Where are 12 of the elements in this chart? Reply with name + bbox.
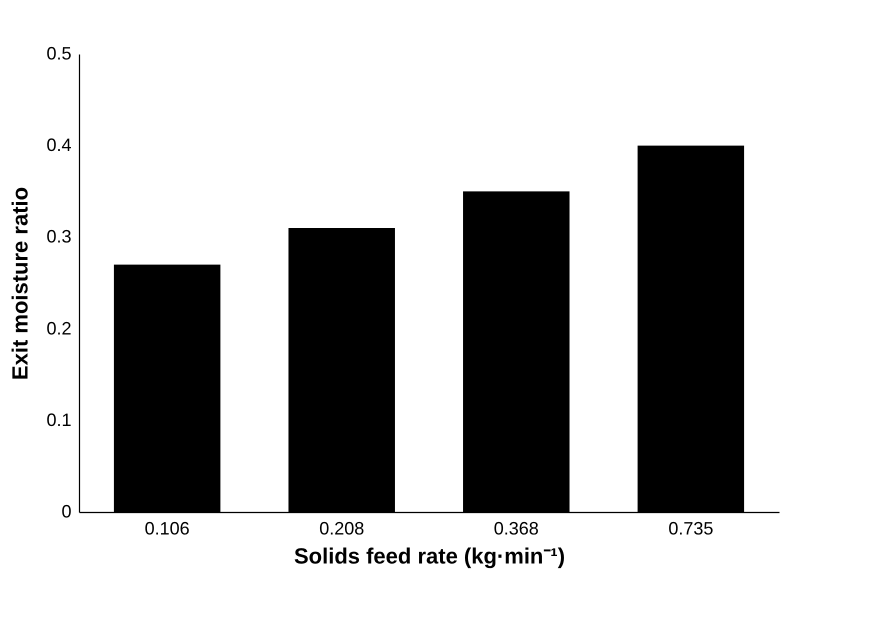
y-tick-label: 0.1 — [46, 410, 72, 430]
y-tick-label: 0 — [61, 502, 72, 522]
y-tick-label: 0.2 — [46, 318, 72, 338]
x-axis-title: Solids feed rate (kg·min⁻¹) — [294, 544, 566, 568]
y-tick-label: 0.3 — [46, 226, 72, 247]
x-tick-label: 0.106 — [144, 518, 190, 538]
x-tick-label: 0.735 — [668, 518, 714, 538]
x-tick-label: 0.208 — [319, 518, 364, 538]
y-tick-label: 0.5 — [46, 44, 72, 64]
y-axis-title: Exit moisture ratio — [7, 186, 32, 380]
y-tick-label: 0.4 — [46, 135, 72, 156]
x-tick-label: 0.368 — [494, 518, 539, 538]
